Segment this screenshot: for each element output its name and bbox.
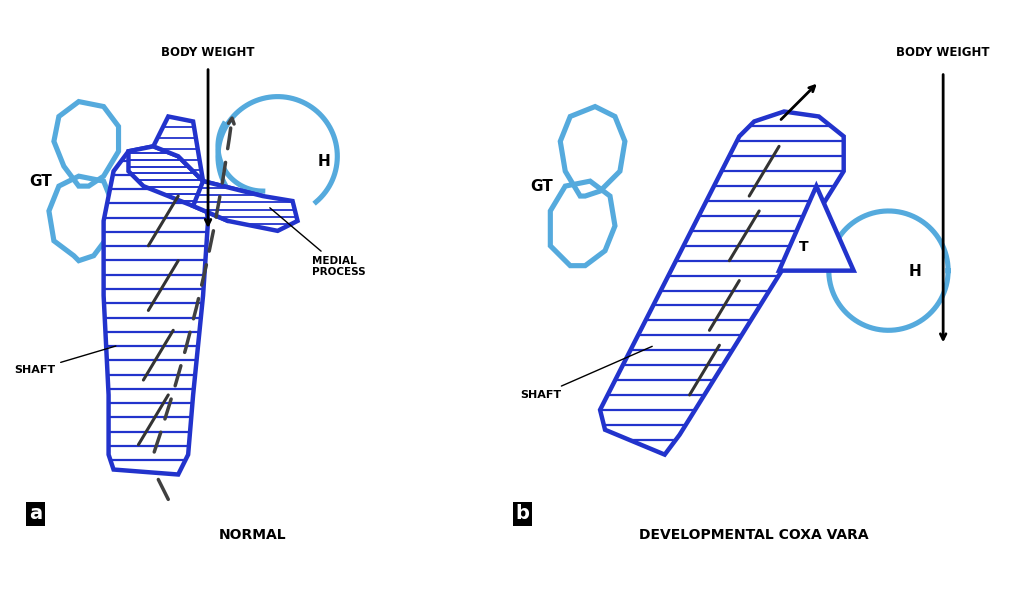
Text: T: T [799, 240, 809, 254]
Polygon shape [128, 147, 278, 221]
Text: H: H [317, 154, 331, 169]
Text: H: H [908, 264, 921, 278]
Text: BODY WEIGHT: BODY WEIGHT [897, 46, 990, 59]
Text: BODY WEIGHT: BODY WEIGHT [162, 46, 255, 59]
Polygon shape [193, 181, 297, 231]
Text: SHAFT: SHAFT [14, 346, 116, 375]
Text: SHAFT: SHAFT [521, 346, 652, 400]
Polygon shape [103, 147, 208, 475]
Text: GT: GT [29, 174, 52, 189]
Text: b: b [516, 504, 530, 523]
Text: GT: GT [531, 179, 553, 194]
Polygon shape [154, 116, 203, 181]
Polygon shape [779, 186, 853, 271]
Text: MEDIAL
PROCESS: MEDIAL PROCESS [270, 208, 366, 277]
Text: DEVELOPMENTAL COXA VARA: DEVELOPMENTAL COXA VARA [639, 528, 869, 542]
Polygon shape [601, 112, 844, 454]
Text: NORMAL: NORMAL [219, 528, 286, 542]
Text: a: a [29, 504, 42, 523]
